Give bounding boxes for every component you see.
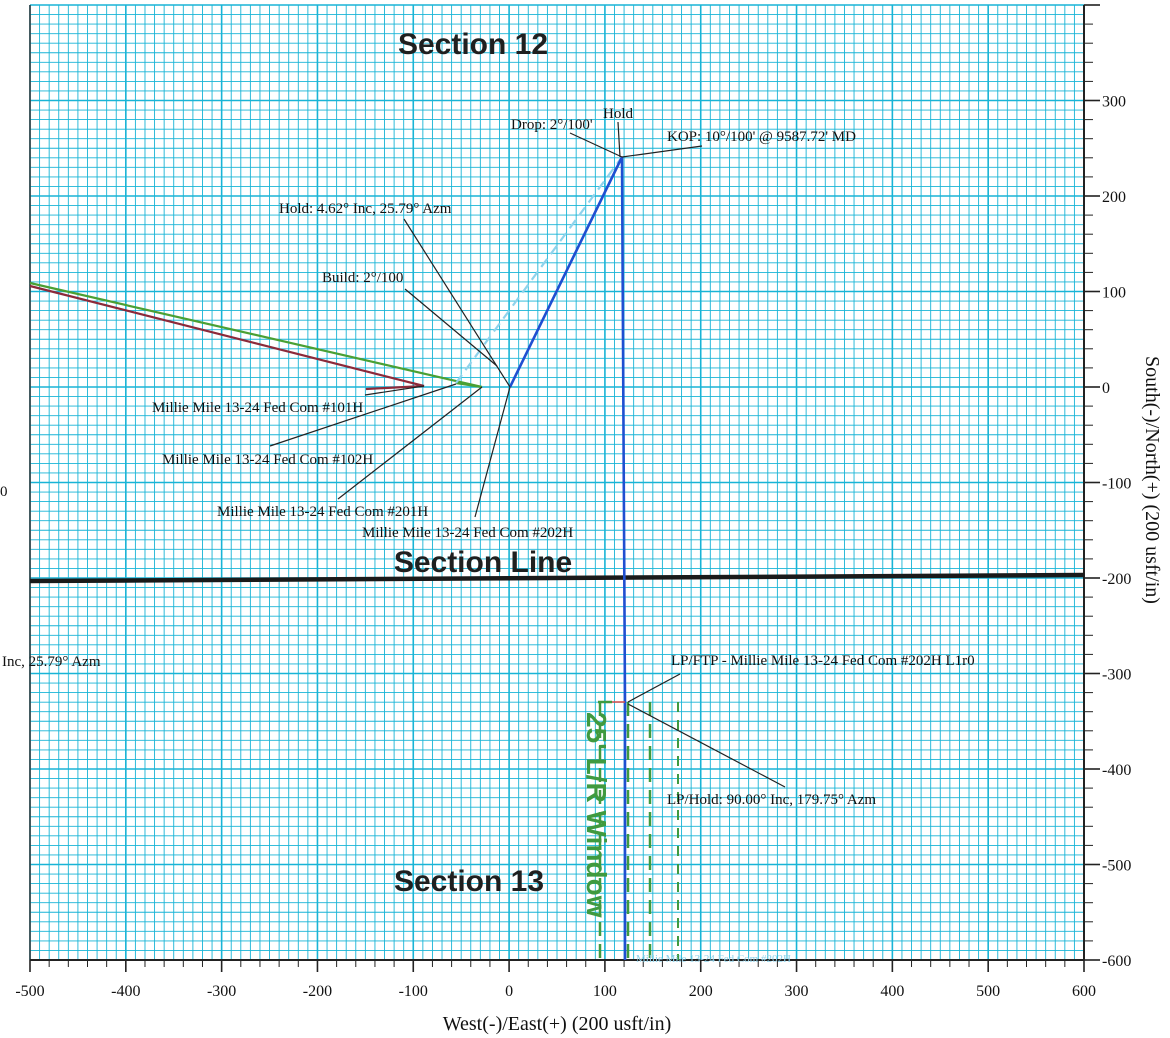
- well-202h-label: Millie Mile 13-24 Fed Com #202H: [362, 525, 573, 541]
- y-axis-ticks: 300 200 100 0 -100 -200 -300 -400 -500 -600: [1084, 4, 1131, 970]
- hold-inc-annotation: Hold: 4.62° Inc, 25.79° Azm: [279, 201, 452, 217]
- well-102h-label: Millie Mile 13-24 Fed Com #102H: [162, 452, 373, 468]
- x-tick-label: 500: [976, 983, 1000, 1000]
- x-tick-label: -300: [207, 983, 236, 1000]
- x-tick-label: -500: [15, 983, 44, 1000]
- y-tick-label: -500: [1102, 858, 1131, 875]
- well-101h-label: Millie Mile 13-24 Fed Com #101H: [152, 400, 363, 416]
- y-tick-label: -400: [1102, 762, 1131, 779]
- y-axis-title: South(-)/North(+) (200 usft/in): [1141, 356, 1163, 604]
- y-tick-label: 300: [1102, 94, 1126, 111]
- x-tick-label: -400: [111, 983, 140, 1000]
- lp-ftp-annotation: LP/FTP - Millie Mile 13-24 Fed Com #202H…: [671, 653, 975, 669]
- offset-well-green: [29, 281, 483, 389]
- hold-top-annotation: Hold: [603, 106, 634, 122]
- left-zero-label: 0: [0, 484, 8, 500]
- y-tick-label: -600: [1102, 953, 1131, 970]
- main-wellbore: [508, 156, 627, 960]
- kop-annotation: KOP: 10°/100' @ 9587.72' MD: [667, 129, 856, 145]
- leader-lines: [269, 121, 786, 788]
- left-cut-annotation: Inc, 25.79° Azm: [2, 654, 101, 670]
- x-tick-label: 300: [785, 983, 809, 1000]
- x-tick-label: 400: [880, 983, 904, 1000]
- lp-hold-annotation: LP/Hold: 90.00° Inc, 179.75° Azm: [667, 792, 876, 808]
- section-13-label: Section 13: [394, 865, 544, 898]
- x-tick-label: 0: [505, 983, 513, 1000]
- y-tick-label: 0: [1102, 380, 1110, 397]
- y-tick-label: -300: [1102, 667, 1131, 684]
- well-201h-label: Millie Mile 13-24 Fed Com #201H: [217, 504, 428, 520]
- build-annotation: Build: 2°/100: [322, 270, 403, 286]
- drop-annotation: Drop: 2°/100': [511, 117, 593, 133]
- y-tick-label: 200: [1102, 189, 1126, 206]
- bottom-faint-label: Millie Mile 13-24 Fed Com #202H: [636, 953, 791, 965]
- x-tick-label: 100: [593, 983, 617, 1000]
- x-tick-label: 600: [1072, 983, 1096, 1000]
- x-axis-title: West(-)/East(+) (200 usft/in): [443, 1013, 672, 1035]
- section-line: [29, 572, 1085, 584]
- window-label: 25' L/R Window: [581, 712, 612, 918]
- x-tick-label: 200: [689, 983, 713, 1000]
- section-line-label: Section Line: [394, 546, 572, 579]
- x-tick-label: -200: [303, 983, 332, 1000]
- y-tick-label: 100: [1102, 285, 1126, 302]
- x-axis-ticks: -500 -400 -300 -200 -100 0 100 200 300 400 500 600: [15, 960, 1096, 1000]
- planned-path-dashed: [455, 156, 623, 384]
- y-tick-label: -200: [1102, 571, 1131, 588]
- x-tick-label: -100: [399, 983, 428, 1000]
- section-12-label: Section 12: [398, 28, 548, 61]
- y-tick-label: -100: [1102, 476, 1131, 493]
